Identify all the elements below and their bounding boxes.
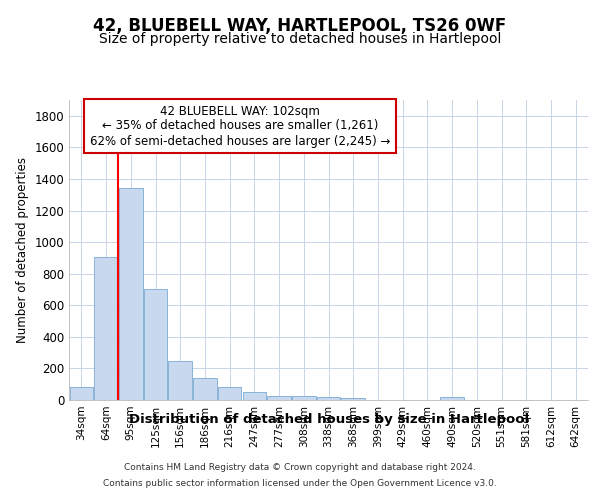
- Bar: [193, 378, 217, 400]
- Bar: [292, 396, 316, 400]
- Text: Distribution of detached houses by size in Hartlepool: Distribution of detached houses by size …: [129, 412, 529, 426]
- Bar: [317, 397, 340, 400]
- Bar: [169, 361, 192, 400]
- Bar: [94, 257, 118, 400]
- Text: 42, BLUEBELL WAY, HARTLEPOOL, TS26 0WF: 42, BLUEBELL WAY, HARTLEPOOL, TS26 0WF: [94, 18, 506, 36]
- Text: 42 BLUEBELL WAY: 102sqm
← 35% of detached houses are smaller (1,261)
62% of semi: 42 BLUEBELL WAY: 102sqm ← 35% of detache…: [90, 104, 391, 148]
- Bar: [440, 396, 464, 400]
- Bar: [242, 392, 266, 400]
- Bar: [341, 398, 365, 400]
- Text: Size of property relative to detached houses in Hartlepool: Size of property relative to detached ho…: [99, 32, 501, 46]
- Text: Contains public sector information licensed under the Open Government Licence v3: Contains public sector information licen…: [103, 478, 497, 488]
- Bar: [119, 188, 143, 400]
- Bar: [268, 396, 291, 400]
- Bar: [218, 388, 241, 400]
- Text: Contains HM Land Registry data © Crown copyright and database right 2024.: Contains HM Land Registry data © Crown c…: [124, 464, 476, 472]
- Bar: [144, 288, 167, 400]
- Y-axis label: Number of detached properties: Number of detached properties: [16, 157, 29, 343]
- Bar: [70, 387, 93, 400]
